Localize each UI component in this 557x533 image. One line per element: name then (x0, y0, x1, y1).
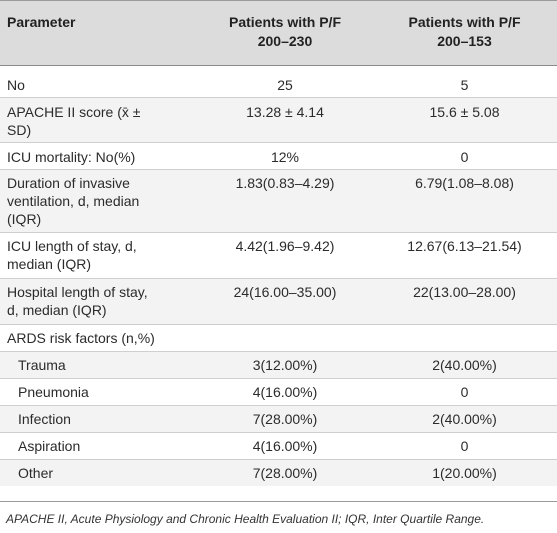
row-label-line3: (IQR) (7, 211, 42, 227)
row-label: No (7, 77, 25, 93)
row-value-group2: 2(40.00%) (432, 357, 497, 373)
header-group2-line1: Patients with P/F (408, 14, 521, 30)
row-value-group1: 4(16.00%) (252, 438, 318, 454)
row-label-line2: ventilation, d, median (7, 193, 140, 209)
row-label: APACHE II score (x̄ ± SD) (7, 103, 207, 139)
row-value-group1: 4(16.00%) (252, 384, 318, 400)
row-value-group1: 12% (270, 149, 300, 165)
table-row: Aspiration 4(16.00%) 0 (0, 433, 557, 460)
row-label-line1: Hospital length of stay, (7, 284, 148, 300)
table-row: ARDS risk factors (n,%) (0, 325, 557, 352)
header-parameter: Parameter (7, 14, 76, 30)
table-row: Duration of invasive ventilation, d, med… (0, 170, 557, 233)
row-label: Other (18, 465, 54, 481)
header-group1-line1: Patients with P/F (228, 14, 341, 30)
row-label: ICU length of stay, d, median (IQR) (7, 237, 207, 273)
row-value-group2: 1(20.00%) (432, 465, 497, 481)
row-value-group1: 3(12.00%) (252, 357, 318, 373)
header-group2: Patients with P/F 200–153 (372, 13, 557, 51)
row-label: Duration of invasive ventilation, d, med… (7, 174, 207, 228)
table-row: APACHE II score (x̄ ± SD) 13.28 ± 4.14 1… (0, 98, 557, 143)
row-value-group2: 2(40.00%) (432, 411, 497, 427)
table-row: Trauma 3(12.00%) 2(40.00%) (0, 352, 557, 379)
table-row: ICU length of stay, d, median (IQR) 4.42… (0, 233, 557, 279)
row-value-group1: 7(28.00%) (252, 411, 318, 427)
row-label: Pneumonia (18, 384, 89, 400)
row-label: Aspiration (18, 438, 81, 454)
row-value-group1: 4.42(1.96–9.42) (235, 238, 335, 254)
header-group2-line2: 200–153 (437, 33, 492, 49)
row-label: Hospital length of stay, d, median (IQR) (7, 283, 207, 319)
table-row: ICU mortality: No(%) 12% 0 (0, 143, 557, 170)
row-label-line1: ICU length of stay, d, (7, 238, 137, 254)
row-value-group1: 13.28 ± 4.14 (246, 104, 324, 120)
row-value-group1: 24(16.00–35.00) (233, 284, 337, 300)
table-footnote: APACHE II, Acute Physiology and Chronic … (6, 512, 485, 526)
row-value-group2: 6.79(1.08–8.08) (415, 175, 514, 191)
row-label-line2: SD) (7, 122, 32, 138)
table-row: Hospital length of stay, d, median (IQR)… (0, 279, 557, 325)
row-label-line2: d, median (IQR) (7, 302, 107, 318)
row-label: Trauma (18, 357, 66, 373)
data-table: Parameter Patients with P/F 200–230 Pati… (0, 0, 557, 486)
row-value-group2: 0 (460, 149, 469, 165)
table-header: Parameter Patients with P/F 200–230 Pati… (0, 0, 557, 66)
row-value-group2: 15.6 ± 5.08 (429, 104, 500, 120)
row-value-group2: 22(13.00–28.00) (413, 284, 516, 300)
row-label-line1: APACHE II score (x̄ ± (7, 104, 141, 120)
table-row: Pneumonia 4(16.00%) 0 (0, 379, 557, 406)
row-label: ICU mortality: No(%) (7, 149, 136, 165)
row-value-group2: 5 (460, 77, 469, 93)
table-row: Other 7(28.00%) 1(20.00%) (0, 460, 557, 486)
header-group1-line2: 200–230 (257, 33, 313, 49)
table-row: No 25 5 (0, 66, 557, 98)
table-bottom-rule (0, 501, 557, 502)
table-row: Infection 7(28.00%) 2(40.00%) (0, 406, 557, 433)
row-value-group1: 1.83(0.83–4.29) (235, 175, 335, 191)
row-value-group2: 12.67(6.13–21.54) (407, 238, 522, 254)
row-value-group2: 0 (460, 438, 469, 454)
row-value-group2: 0 (460, 384, 469, 400)
row-value-group1: 25 (277, 77, 293, 93)
row-label: Infection (18, 411, 71, 427)
row-label: ARDS risk factors (n,%) (7, 330, 155, 346)
row-label-line2: median (IQR) (7, 256, 92, 272)
row-label-line1: Duration of invasive (7, 175, 130, 191)
row-value-group1: 7(28.00%) (252, 465, 318, 481)
header-group1: Patients with P/F 200–230 (190, 13, 380, 51)
